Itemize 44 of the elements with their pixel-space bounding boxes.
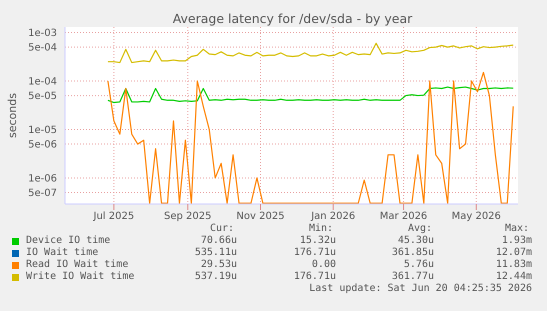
text: Last update: Sat Jun 20 04:25:35 2026 [308, 283, 532, 295]
text: 12.07m [494, 247, 532, 259]
text: 12.44m [494, 271, 532, 283]
line-series [107, 72, 514, 204]
x-tick-label: Sep 2025 [164, 211, 212, 222]
text: 29.53u [200, 259, 237, 271]
text: 11.83m [494, 259, 532, 271]
text: 15.32u [298, 235, 336, 247]
x-tick-label: Jan 2026 [310, 211, 356, 222]
legend-label: Device IO time [25, 235, 110, 247]
x-tick-label: May 2026 [452, 211, 501, 222]
text: Min: [308, 223, 334, 235]
text: 535.11u [194, 247, 237, 259]
legend-label: IO Wait time [25, 247, 98, 259]
text: 361.85u [390, 247, 434, 259]
text: 1.93m [500, 235, 532, 247]
legend-label: Read IO Wait time [25, 259, 128, 271]
legend-label: Write IO Wait time [25, 271, 134, 283]
line-series [107, 86, 514, 104]
text: 537.19u [194, 271, 237, 283]
y-tick-label: 1e-05 [28, 125, 57, 136]
text: 176.71u [292, 247, 336, 259]
y-tick-label: 1e-04 [28, 76, 57, 88]
y-tick-label: 5e-05 [28, 91, 57, 102]
text: Cur: [208, 223, 236, 235]
text: 45.30u [396, 235, 434, 247]
text: 70.66u [200, 235, 237, 247]
x-tick-label: Jul 2025 [92, 211, 134, 222]
x-tick-label: Mar 2026 [380, 211, 428, 222]
y-tick-label: 5e-04 [28, 42, 57, 54]
y-tick-label: 5e-06 [28, 140, 57, 151]
text: 5.76u [402, 259, 434, 271]
text: 0.00 [310, 259, 336, 271]
x-tick-label: Nov 2025 [236, 211, 285, 222]
chart-title: Average latency for /dev/sda - by year [172, 11, 414, 26]
y-tick-label: 1e-06 [28, 173, 57, 184]
line-series [107, 42, 514, 64]
y-axis-title: seconds [6, 92, 19, 138]
text: 176.71u [292, 271, 336, 283]
text: 361.77u [390, 271, 434, 283]
y-tick-label: 5e-07 [28, 188, 57, 200]
text: Max: [504, 223, 530, 235]
text: Avg: [406, 223, 434, 235]
y-tick-label: 1e-03 [28, 28, 57, 40]
